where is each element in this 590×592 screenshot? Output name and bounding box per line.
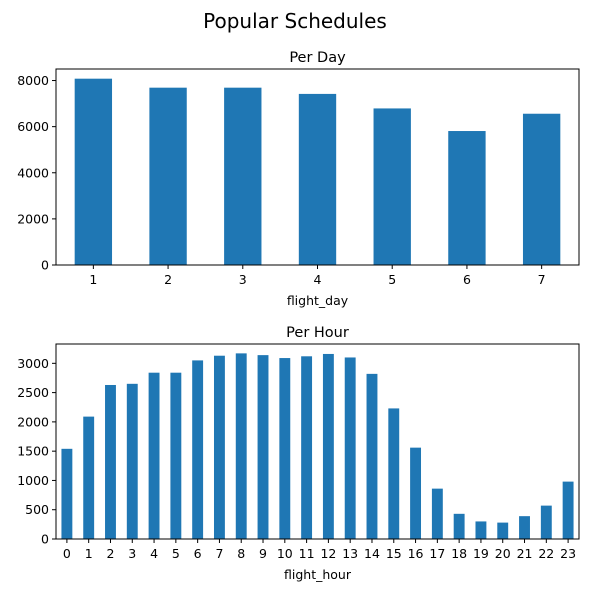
bar-day-1 (74, 78, 113, 265)
bar-hour-19 (475, 521, 487, 539)
x-tick-label-hour-23: 23 (560, 546, 576, 561)
y-tick-label-day-6000: 6000 (17, 119, 49, 134)
x-axis-label-hour: flight_hour (284, 567, 352, 582)
plot-frame-hour (55, 343, 580, 540)
x-tick-label-hour-13: 13 (342, 546, 358, 561)
y-tick-label-hour-2500: 2500 (17, 385, 49, 400)
bar-hour-3 (126, 383, 138, 539)
bar-day-6 (448, 131, 486, 265)
bar-hour-2 (105, 384, 116, 539)
bar-hour-22 (540, 505, 552, 539)
x-tick-label-hour-12: 12 (320, 546, 336, 561)
y-tick-label-hour-1000: 1000 (17, 473, 49, 488)
bar-hour-9 (257, 355, 269, 539)
y-tick-label-day-8000: 8000 (17, 73, 49, 88)
bar-hour-23 (562, 481, 574, 539)
x-tick-label-day-3: 3 (239, 272, 247, 287)
bar-day-3 (224, 87, 262, 266)
bar-hour-10 (279, 358, 291, 539)
bar-day-5 (373, 108, 411, 265)
x-tick-label-day-6: 6 (463, 272, 471, 287)
x-tick-label-hour-19: 19 (473, 546, 489, 561)
x-tick-label-hour-22: 22 (538, 546, 554, 561)
bar-hour-11 (301, 356, 313, 539)
x-tick-label-hour-11: 11 (299, 546, 315, 561)
x-tick-label-hour-1: 1 (85, 546, 93, 561)
x-tick-label-hour-3: 3 (128, 546, 136, 561)
y-tick-label-day-2000: 2000 (17, 211, 49, 226)
x-tick-label-hour-8: 8 (237, 546, 245, 561)
y-tick-label-hour-2000: 2000 (17, 414, 49, 429)
bar-hour-1 (83, 416, 95, 539)
x-tick-label-hour-4: 4 (150, 546, 158, 561)
bar-hour-5 (170, 372, 182, 539)
y-tick-label-day-0: 0 (41, 258, 49, 273)
x-tick-label-day-4: 4 (314, 272, 322, 287)
x-tick-label-hour-21: 21 (517, 546, 533, 561)
x-tick-label-hour-7: 7 (215, 546, 223, 561)
x-tick-label-hour-6: 6 (194, 546, 202, 561)
bar-hour-15 (388, 408, 400, 539)
x-tick-label-hour-2: 2 (107, 546, 115, 561)
bar-hour-17 (431, 488, 443, 539)
bar-hour-6 (192, 360, 204, 539)
figure-title: Popular Schedules (203, 9, 387, 33)
x-tick-label-hour-14: 14 (364, 546, 380, 561)
y-tick-label-day-4000: 4000 (17, 165, 49, 180)
x-axis-label-day: flight_day (287, 293, 349, 308)
x-tick-label-day-7: 7 (538, 272, 546, 287)
bar-hour-0 (61, 448, 73, 539)
bar-hour-8 (235, 353, 247, 539)
y-tick-label-hour-500: 500 (25, 502, 49, 517)
bar-hour-4 (148, 372, 160, 539)
bar-day-7 (522, 113, 561, 265)
x-tick-label-hour-17: 17 (429, 546, 445, 561)
bar-hour-14 (366, 373, 378, 539)
x-tick-label-hour-9: 9 (259, 546, 267, 561)
x-tick-label-hour-18: 18 (451, 546, 467, 561)
chart-title-hour: Per Hour (286, 325, 349, 341)
x-tick-label-day-5: 5 (388, 272, 396, 287)
bar-hour-16 (410, 447, 422, 539)
y-tick-label-hour-3000: 3000 (17, 356, 49, 371)
bar-hour-7 (213, 355, 225, 539)
x-tick-label-day-1: 1 (89, 272, 97, 287)
x-tick-label-hour-10: 10 (277, 546, 293, 561)
chart-per-day: Per Day 0 2000 4000 6000 8000 1 2 3 4 5 6 7 flight_da… (17, 50, 580, 308)
bar-hour-18 (453, 513, 465, 539)
x-tick-label-hour-16: 16 (408, 546, 424, 561)
y-tick-label-hour-0: 0 (41, 532, 49, 547)
x-tick-label-hour-0: 0 (63, 546, 71, 561)
bar-hour-21 (519, 516, 530, 539)
x-tick-label-hour-20: 20 (495, 546, 511, 561)
y-tick-label-hour-1500: 1500 (17, 444, 49, 459)
bar-day-4 (298, 93, 337, 265)
bar-hour-12 (322, 353, 334, 539)
bar-hour-20 (497, 522, 509, 539)
chart-title-day: Per Day (289, 50, 346, 66)
bar-day-2 (149, 87, 187, 266)
x-tick-label-day-2: 2 (164, 272, 172, 287)
x-tick-label-hour-5: 5 (172, 546, 180, 561)
bar-hour-13 (344, 357, 356, 539)
x-tick-label-hour-15: 15 (386, 546, 402, 561)
